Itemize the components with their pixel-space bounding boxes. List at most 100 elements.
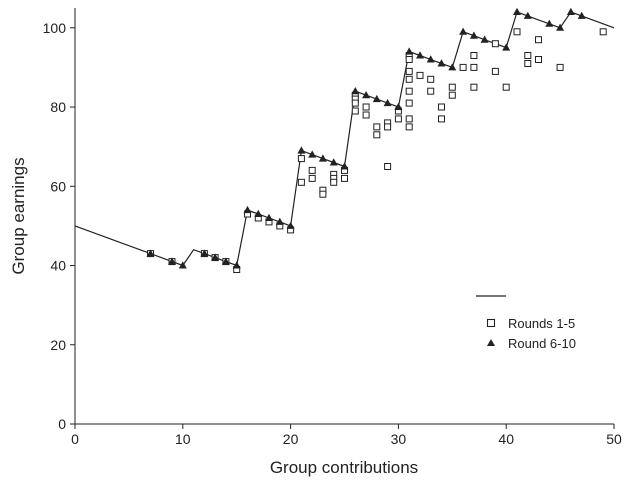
triangle-marker [275, 217, 284, 225]
triangle-marker [502, 43, 511, 51]
x-axis-title: Group contributions [270, 458, 418, 477]
y-axis-title: Group earnings [9, 157, 28, 274]
square-marker [599, 28, 607, 36]
square-marker [405, 75, 413, 83]
square-marker [405, 56, 413, 63]
square-marker [535, 36, 542, 44]
square-marker [373, 123, 381, 131]
square-marker [405, 67, 413, 75]
triangle-marker [480, 35, 489, 43]
square-marker [438, 115, 445, 123]
triangle-marker [243, 205, 252, 214]
square-marker [502, 83, 510, 91]
square-marker [470, 63, 478, 71]
square-marker [556, 63, 564, 71]
square-marker [373, 131, 381, 139]
triangle-marker [146, 249, 155, 257]
triangle-marker [211, 253, 220, 261]
square-marker [513, 28, 521, 36]
triangle-marker [178, 261, 187, 269]
x-tick-label: 40 [498, 431, 514, 447]
square-marker [448, 91, 456, 99]
square-marker [384, 163, 392, 170]
triangle-marker [221, 257, 230, 265]
triangle-marker [265, 213, 273, 221]
square-marker [384, 123, 392, 131]
square-marker [491, 40, 499, 48]
triangle-marker [318, 154, 327, 162]
triangle-marker [297, 146, 306, 154]
triangle-marker [200, 249, 209, 257]
triangle-marker [448, 63, 457, 71]
triangle-marker [416, 51, 424, 59]
triangle-marker [394, 102, 403, 110]
square-marker [319, 190, 327, 198]
square-marker [351, 107, 359, 115]
square-marker [308, 174, 316, 182]
square-marker [394, 115, 402, 123]
square-marker [491, 67, 499, 75]
x-tick-label: 0 [71, 431, 79, 447]
triangle-marker [383, 98, 392, 107]
x-tick-label: 50 [606, 431, 622, 447]
triangle-marker [286, 221, 295, 229]
triangle-marker [362, 91, 371, 99]
square-marker [351, 99, 359, 107]
y-tick-label: 80 [50, 99, 66, 115]
square-marker [427, 87, 435, 95]
legend: Rounds 1-5 Round 6-10 [476, 295, 576, 351]
square-marker [330, 178, 338, 186]
triangle-marker [556, 23, 565, 31]
square-marker [405, 115, 413, 123]
y-tick-label: 40 [50, 258, 66, 274]
y-tick-label: 20 [50, 337, 66, 353]
triangle-marker [254, 209, 263, 217]
triangle-marker [340, 162, 349, 170]
y-tick-label: 60 [50, 178, 66, 194]
square-marker [405, 99, 413, 107]
triangle-marker [469, 31, 478, 39]
square-marker [535, 56, 542, 63]
square-marker [362, 111, 370, 119]
triangle-marker [168, 257, 176, 265]
square-marker [427, 75, 435, 83]
y-tick-label: 0 [58, 416, 66, 432]
triangle-marker [329, 158, 338, 166]
triangle-marker [459, 27, 468, 35]
legend-triangle-marker [487, 339, 495, 346]
triangle-marker [566, 7, 575, 15]
legend-square-marker [486, 318, 496, 328]
square-marker [470, 83, 478, 91]
square-marker [405, 123, 413, 131]
square-marker [362, 103, 370, 111]
square-marker [405, 87, 413, 95]
legend-label-round-6-10: Round 6-10 [508, 336, 576, 351]
triangle-marker [232, 261, 241, 269]
square-marker [524, 52, 532, 59]
square-marker [470, 52, 478, 59]
plot-area [74, 7, 615, 273]
triangle-marker [308, 150, 317, 158]
triangle-marker [372, 94, 381, 103]
x-tick-label: 20 [283, 431, 299, 447]
square-marker [341, 174, 348, 182]
square-marker [416, 71, 424, 79]
square-marker [297, 178, 305, 186]
x-tick-label: 30 [391, 431, 407, 447]
x-tick-label: 10 [175, 431, 191, 447]
square-marker [308, 166, 316, 174]
triangle-marker [513, 7, 521, 15]
triangle-marker [577, 11, 586, 19]
y-tick-label: 100 [43, 20, 67, 36]
triangle-marker [351, 87, 360, 95]
axes: 0 10 20 30 40 50 0 20 40 60 80 100 [43, 8, 622, 447]
legend-label-rounds-1-5: Rounds 1-5 [508, 316, 575, 331]
square-marker [438, 103, 445, 111]
triangle-marker [523, 11, 532, 19]
square-marker [459, 63, 467, 71]
triangle-marker [426, 55, 435, 63]
triangle-marker [545, 19, 554, 27]
square-marker [297, 155, 305, 163]
